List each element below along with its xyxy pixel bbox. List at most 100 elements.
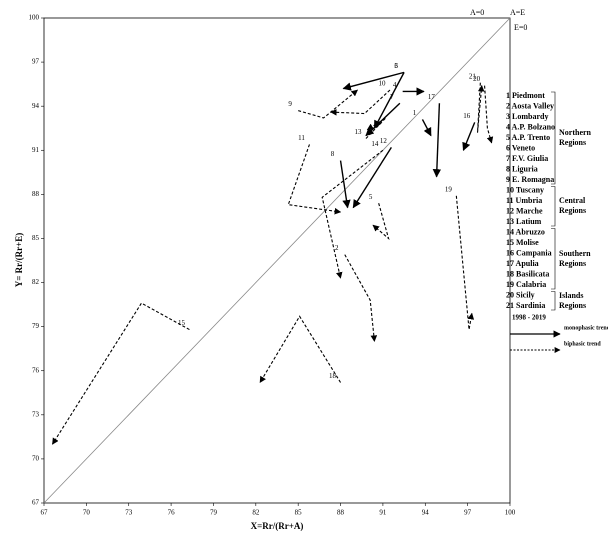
trend-arrow xyxy=(259,315,342,384)
corner-label: A=E xyxy=(510,8,525,17)
arrow-label: 21 xyxy=(469,72,477,80)
legend-entry: 14 Abruzzo xyxy=(506,227,545,236)
trend-arrow xyxy=(421,119,432,137)
trend-arrow xyxy=(287,144,342,215)
group-bracket xyxy=(551,228,556,290)
legend-entry: 2 Aosta Valley xyxy=(506,101,554,110)
legend-entry: 18 Basilicata xyxy=(506,269,549,278)
group-bracket xyxy=(551,186,556,227)
arrow-label: 17 xyxy=(428,93,436,101)
trend-arrow xyxy=(330,89,391,116)
legend-entry: 19 Calabria xyxy=(506,280,546,289)
y-axis-label: Y= Rr/(Rr+E) xyxy=(14,233,24,288)
x-axis-label: X=Rr/(Rr+A) xyxy=(251,521,304,531)
trend-arrow xyxy=(344,254,378,342)
x-tick-label: 88 xyxy=(337,509,345,517)
legend-entry: 4 A.P. Bolzano xyxy=(506,122,555,131)
legend-entry: 21 Sardinia xyxy=(506,301,545,310)
group-bracket xyxy=(551,291,556,311)
trend-arrow xyxy=(321,149,384,279)
legend-entry: 5 A.P. Trento xyxy=(506,133,550,142)
x-tick-label: 97 xyxy=(464,509,472,517)
y-tick-label: 100 xyxy=(29,14,40,22)
y-tick-label: 82 xyxy=(32,278,40,286)
legend-entry: 10 Tuscany xyxy=(506,185,544,194)
arrow-label: 8 xyxy=(331,150,335,158)
legend-entry: 11 Umbria xyxy=(506,196,542,205)
x-tick-label: 76 xyxy=(168,509,176,517)
y-tick-label: 91 xyxy=(32,146,40,154)
arrow-label: 5 xyxy=(369,193,373,201)
x-tick-label: 100 xyxy=(505,509,516,517)
legend-entry: 7 F.V. Giulia xyxy=(506,154,548,163)
arrow-label: 20 xyxy=(473,75,481,83)
arrow-label: 2 xyxy=(335,244,339,252)
diagonal-line xyxy=(43,17,511,504)
y-tick-label: 79 xyxy=(32,322,40,330)
trend-arrow xyxy=(298,89,359,119)
group-label: Northern Regions xyxy=(559,128,591,147)
arrow-label: 10 xyxy=(378,80,386,88)
legend-entry: monophasic trend xyxy=(564,325,608,331)
legend-entry: 16 Campania xyxy=(506,248,552,257)
legend-entry: 6 Veneto xyxy=(506,143,535,152)
legend-entry: 1 Piedmont xyxy=(506,91,545,100)
y-tick-label: 85 xyxy=(32,234,40,242)
group-label: Central Regions xyxy=(559,196,587,216)
trend-arrow xyxy=(342,71,405,91)
y-tick-label: 97 xyxy=(32,58,40,66)
arrow-label: 3 xyxy=(394,62,398,70)
legend-entry: 3 Lombardy xyxy=(506,112,548,121)
trend-arrow xyxy=(365,117,387,139)
y-tick-label: 67 xyxy=(32,499,40,507)
arrow-label: 1 xyxy=(413,109,417,117)
y-tick-label: 70 xyxy=(32,455,40,463)
y-tick-label: 88 xyxy=(32,190,40,198)
x-tick-label: 91 xyxy=(379,509,387,517)
trend-arrow xyxy=(476,82,485,133)
arrow-label: 18 xyxy=(329,372,337,380)
x-tick-label: 67 xyxy=(41,509,49,517)
y-tick-label: 73 xyxy=(32,410,40,418)
y-tick-label: 76 xyxy=(32,366,40,374)
trend-arrow xyxy=(372,203,390,241)
x-tick-label: 85 xyxy=(295,509,303,517)
corner-label: A=0 xyxy=(470,8,484,17)
group-bracket xyxy=(551,91,556,185)
legend-entry: 15 Molise xyxy=(506,238,539,247)
group-label: Southern Regions xyxy=(559,248,591,268)
legend-entry: 20 Sicily xyxy=(506,290,535,299)
trend-arrow xyxy=(455,195,475,330)
arrow-label: 4 xyxy=(393,81,397,89)
corner-label: E=0 xyxy=(514,23,527,32)
x-tick-label: 94 xyxy=(422,509,430,517)
x-tick-label: 70 xyxy=(83,509,91,517)
arrow-label: 6 xyxy=(394,62,398,70)
x-tick-label: 79 xyxy=(210,509,218,517)
arrow-label: 12 xyxy=(380,137,388,145)
x-tick-label: 73 xyxy=(125,509,133,517)
legend-entry: 17 Apulia xyxy=(506,259,539,268)
legend-entry: 8 Liguria xyxy=(506,164,538,173)
trend-arrow xyxy=(52,302,190,445)
arrow-label: 11 xyxy=(298,134,305,142)
legend-entry: biphasic trend xyxy=(564,341,601,347)
trend-legend-title: 1998 - 2019 xyxy=(512,314,546,322)
arrow-label: 14 xyxy=(371,140,379,148)
legend-entry: 12 Marche xyxy=(506,206,543,215)
arrow-label: 13 xyxy=(354,128,362,136)
trend-arrow xyxy=(432,103,442,178)
y-tick-label: 94 xyxy=(32,102,40,110)
trend-arrow xyxy=(339,160,351,209)
arrow-label: 9 xyxy=(288,100,292,108)
trend-arrow xyxy=(462,122,476,152)
arrow-label: 7 xyxy=(390,93,394,101)
group-label: Islands Regions xyxy=(559,290,587,310)
legend-entry: 9 E. Romagna xyxy=(506,175,554,184)
arrow-label: 15 xyxy=(178,319,186,327)
legend-entry: 13 Latium xyxy=(506,217,542,226)
plot-frame xyxy=(43,17,511,504)
arrow-label: 16 xyxy=(463,112,471,120)
